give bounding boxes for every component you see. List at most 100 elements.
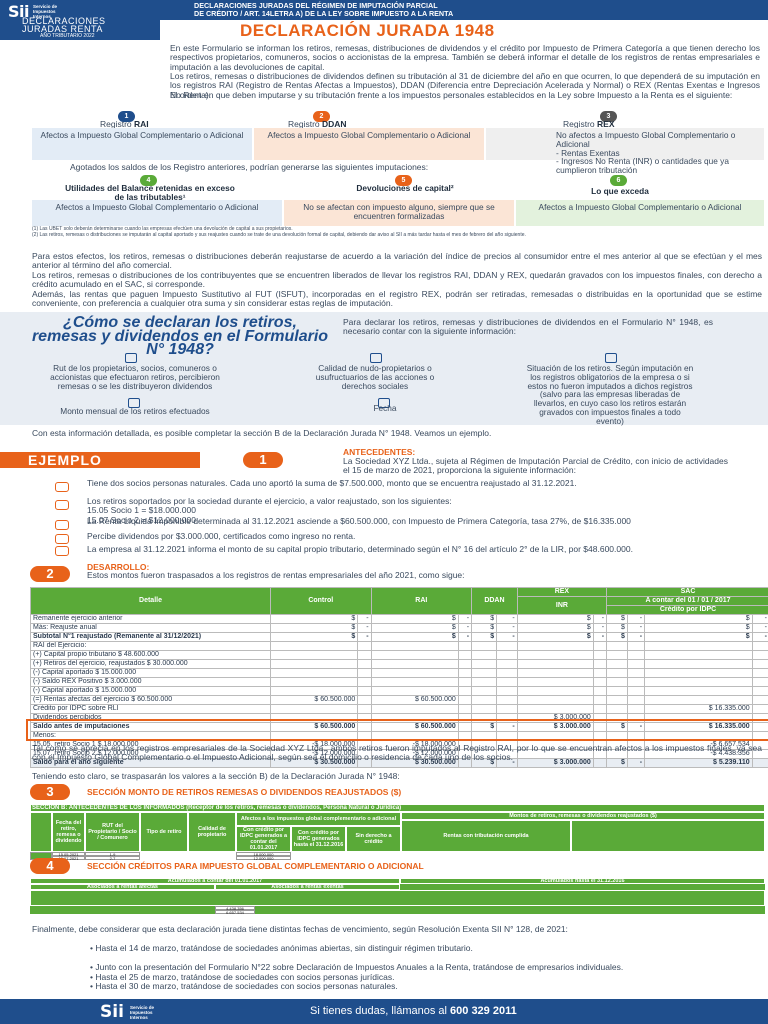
table-cell: - xyxy=(626,632,646,642)
table-cell xyxy=(592,704,608,714)
seccion-b-col-fecha: Fecha del retiro, remesa o dividendo xyxy=(52,812,85,852)
col-rex: REX xyxy=(516,587,608,597)
table-cell xyxy=(457,659,473,669)
table-cell xyxy=(592,758,608,768)
table-cell: - xyxy=(496,632,518,642)
sii-logo-subtitle: Servicio de Impuestos Internos xyxy=(33,4,58,19)
table-cell: $ 60.500.000 xyxy=(269,695,359,705)
register-rex-description: No afectos a Impuesto Global Complementa… xyxy=(486,128,764,175)
section-3-title: SECCIÓN MONTO DE RETIROS REMESAS O DIVID… xyxy=(87,787,402,797)
mid-paragraph-2: Los retiros, remesas o distribuciones de… xyxy=(32,270,762,290)
step-number-4: 4 xyxy=(30,858,70,874)
table-cell xyxy=(269,686,359,696)
footer: Sii Servicio de Impuestos Internos Si ti… xyxy=(0,999,768,1024)
antecedente-capital: La empresa al 31.12.2021 informa el mont… xyxy=(87,544,633,554)
col-detalle: Detalle xyxy=(30,587,271,615)
register-name-ddan: DDAN xyxy=(322,119,347,129)
table-cell xyxy=(516,677,594,687)
vencimiento-4: • Hasta el 30 de marzo, tratándose de so… xyxy=(90,981,398,991)
table-cell xyxy=(496,668,518,678)
creditos-subheaders xyxy=(30,890,765,906)
sii-logo: Sii xyxy=(8,2,30,21)
table-cell: $ xyxy=(269,623,359,633)
table-cell xyxy=(592,686,608,696)
col-rex-inr: INR xyxy=(516,596,608,615)
table-cell: $ xyxy=(644,623,753,633)
table-cell xyxy=(606,650,628,660)
post-table-paragraph-1: Tal como se aprecia en los registros emp… xyxy=(32,743,762,763)
register-name-rex: REX xyxy=(597,119,615,129)
table-cell xyxy=(606,695,628,705)
desarrollo-text: Estos montos fueron traspasados a los re… xyxy=(87,570,465,580)
money-icon xyxy=(128,398,140,408)
creditos-table: Acumulados a contar del 01.01.2017 Acumu… xyxy=(30,878,765,915)
final-paragraph: Finalmente, debe considerar que esta dec… xyxy=(32,924,568,934)
post-table-paragraph-2: Teniendo esto claro, se traspasarán los … xyxy=(32,771,400,781)
table-cell: $ xyxy=(370,632,459,642)
table-cell: $ xyxy=(644,614,753,624)
table-cell xyxy=(606,659,628,669)
table-cell: $ xyxy=(516,623,594,633)
register-number-1: 1 xyxy=(118,111,135,122)
imputacion-title-6: Lo que exceda xyxy=(591,186,649,196)
table-row: (=) Rentas afectas del ejercicio $ 60.50… xyxy=(30,695,768,705)
seccion-b-col-tipo: Tipo de retiro xyxy=(140,812,188,852)
table-cell: - xyxy=(357,623,372,633)
table-cell xyxy=(471,668,498,678)
table-cell xyxy=(496,677,518,687)
table-cell xyxy=(496,659,518,669)
table-cell: $ 16.335.000 xyxy=(644,704,753,714)
table-cell xyxy=(496,686,518,696)
table-cell xyxy=(751,641,768,651)
table-cell xyxy=(370,704,459,714)
antecedente-renta: La Renta Líquida Imponible determinada a… xyxy=(87,516,631,526)
desarrollo-title: DESARROLLO: xyxy=(87,562,150,572)
table-cell xyxy=(516,695,594,705)
table-cell: - xyxy=(592,632,608,642)
table-cell xyxy=(370,650,459,660)
table-cell xyxy=(516,659,594,669)
table-cell xyxy=(644,695,753,705)
imputacion-number-5: 5 xyxy=(395,175,412,186)
creditos-row-2: 6.657.534 xyxy=(215,910,255,915)
table-row: (-) Capital aportado $ 15.000.000 xyxy=(30,686,768,696)
table-cell xyxy=(269,659,359,669)
header-label-1: DECLARACIONES xyxy=(22,16,106,26)
table-cell xyxy=(516,650,594,660)
table-cell: - xyxy=(496,614,518,624)
footer-phone[interactable]: 600 329 2011 xyxy=(450,1005,517,1017)
requisito-calidad: Calidad de nudo-propietarios o usufructu… xyxy=(315,363,435,391)
table-cell xyxy=(626,686,646,696)
capital-icon xyxy=(55,546,69,556)
con-esta-text: Con esta información detallada, es posib… xyxy=(32,428,492,438)
table-cell xyxy=(357,641,372,651)
table-cell xyxy=(357,686,372,696)
table-row: Remanente ejercicio anterior $ - $ - $ - $ - $ - $ - xyxy=(30,614,768,624)
register-rai-description: Afectos a Impuesto Global Complementario… xyxy=(32,128,252,160)
row-1-monto: 18.000.000 xyxy=(236,852,291,857)
table-cell xyxy=(457,668,473,678)
col-sac-credit: Crédito por IDPC xyxy=(606,605,768,615)
table-cell xyxy=(269,704,359,714)
dividendos-icon xyxy=(55,534,69,544)
antecedente-dividendos: Percibe dividendos por $3.000.000, certi… xyxy=(87,531,356,541)
table-cell xyxy=(606,668,628,678)
table-cell xyxy=(751,677,768,687)
table-cell xyxy=(626,659,646,669)
table-cell xyxy=(370,659,459,669)
imputacion-desc-5: No se afectan con impuesto alguno, siemp… xyxy=(284,200,514,226)
vencimiento-1-text: Hasta el 14 de marzo, tratándose de soci… xyxy=(95,943,473,953)
table-row: Subtotal N°1 reajustado (Remanente al 31… xyxy=(30,632,768,642)
col-control: Control xyxy=(270,587,372,615)
seccion-b-title: SECCIÓN B: ANTECEDENTES DE LOS INFORMADO… xyxy=(30,804,765,812)
table-cell xyxy=(606,686,628,696)
row-1-rut: 1-9 xyxy=(85,852,140,857)
register-number-2: 2 xyxy=(313,111,330,122)
table-cell xyxy=(626,668,646,678)
table-row: (-) Saldo REX Positivo $ 3.000.000 xyxy=(30,677,768,687)
seccion-b-col-calidad: Calidad de propietario xyxy=(188,812,236,852)
table-cell: $ xyxy=(269,614,359,624)
imputacion-desc-6: Afectos a Impuesto Global Complementario… xyxy=(516,200,764,226)
document-icon xyxy=(605,353,617,363)
table-cell xyxy=(626,704,646,714)
